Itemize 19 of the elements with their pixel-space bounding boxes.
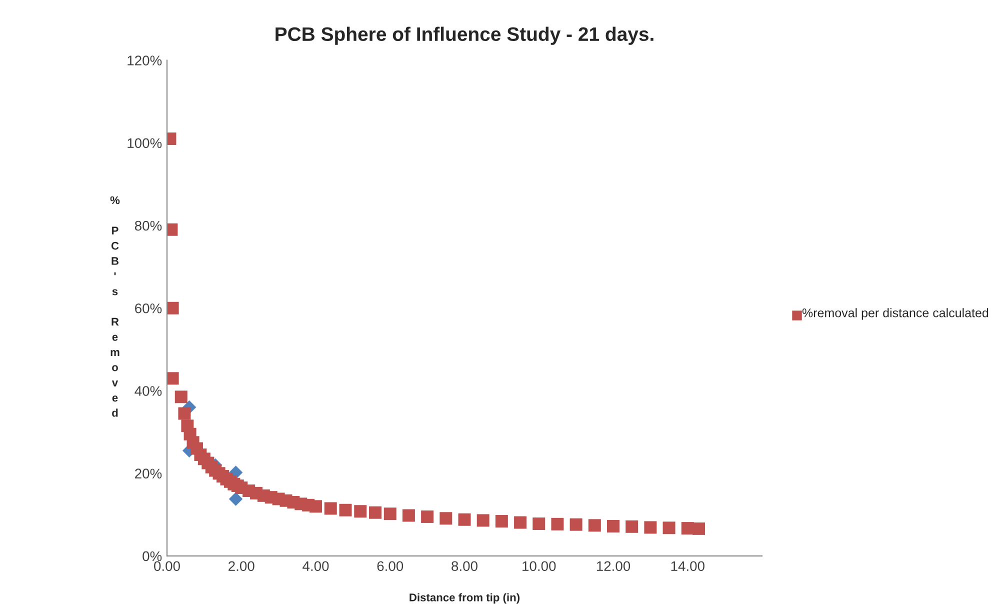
- x-tick-label: 14.00: [671, 561, 704, 572]
- x-tick-label: 4.00: [302, 561, 329, 572]
- y-tick-label: 80%: [134, 220, 162, 231]
- legend-label: %removal per distance calculated: [802, 308, 988, 320]
- y-tick-label: 60%: [135, 303, 162, 314]
- x-tick-label: 0.00: [154, 561, 180, 572]
- x-tick-label: 6.00: [377, 561, 404, 572]
- y-tick-label: 20%: [135, 468, 162, 479]
- y-tick-label: 0%: [142, 551, 162, 562]
- y-tick-label: 40%: [134, 386, 162, 396]
- x-tick-label: 10.00: [522, 561, 556, 572]
- x-tick-label: 12.00: [596, 561, 630, 572]
- x-axis-title: Distance from tip (in): [410, 593, 520, 604]
- chart-title: PCB Sphere of Influence Study - 21 days.: [276, 26, 654, 45]
- y-tick-label: 100%: [128, 138, 162, 148]
- x-tick-label: 2.00: [228, 561, 254, 572]
- x-tick-label: 8.00: [452, 561, 478, 572]
- text: % PCB's Removed: [110, 196, 120, 417]
- y-tick-label: 120%: [128, 56, 162, 66]
